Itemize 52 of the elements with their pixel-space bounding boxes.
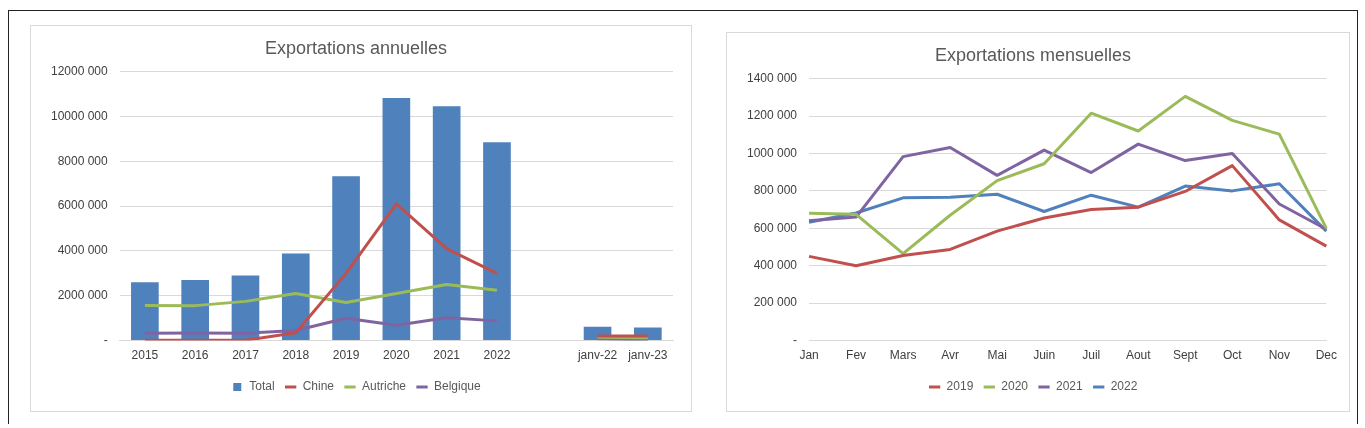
y-tick-label: 4000 000 [57, 243, 109, 258]
bar [332, 176, 360, 341]
x-tick-label: Mai [987, 348, 1007, 363]
y-tick-label: 6000 000 [57, 198, 109, 213]
legend-label: 2021 [1056, 379, 1084, 394]
chart-title: Exportations annuelles [264, 37, 448, 58]
legend-label: 2019 [946, 379, 974, 394]
x-tick-label: Mars [889, 348, 917, 363]
legend-label: Total [249, 379, 275, 394]
x-tick-label: Sept [1172, 348, 1199, 363]
y-tick-label: - [793, 332, 798, 347]
x-tick-label: 2016 [181, 348, 209, 363]
x-tick-label: Juil [1082, 348, 1101, 363]
bar [131, 282, 159, 341]
y-tick-label: 600 000 [753, 220, 798, 235]
x-tick-label: janv-22 [576, 348, 618, 363]
bar [432, 106, 461, 341]
legend-label: 2020 [1001, 379, 1029, 394]
x-tick-label: 2018 [282, 348, 310, 363]
y-tick-label: 12000 000 [50, 63, 109, 78]
x-tick-label: 2021 [433, 348, 461, 363]
legend-label: 2022 [1110, 379, 1138, 394]
x-tick-label: 2019 [332, 348, 360, 363]
y-tick-label: 8000 000 [57, 153, 109, 168]
y-tick-label: 10000 000 [50, 108, 109, 123]
y-tick-label: 1000 000 [746, 145, 798, 160]
bar [382, 98, 411, 341]
legend-label: Autriche [361, 379, 407, 394]
y-tick-label: 1200 000 [746, 108, 798, 123]
x-tick-label: 2015 [131, 348, 159, 363]
x-tick-label: Aout [1125, 348, 1152, 363]
y-tick-label: 200 000 [753, 295, 798, 310]
x-tick-label: Oct [1222, 348, 1243, 363]
x-tick-label: Avr [941, 348, 960, 363]
x-tick-label: 2017 [232, 348, 260, 363]
x-tick-label: janv-23 [627, 348, 668, 363]
y-tick-label: 1400 000 [746, 70, 798, 85]
bar [483, 142, 511, 341]
x-tick-label: Fev [846, 348, 867, 363]
x-tick-label: 2020 [383, 348, 411, 363]
x-tick-label: Jan [799, 348, 819, 363]
y-tick-label: 400 000 [753, 258, 798, 273]
x-tick-label: Juin [1033, 348, 1056, 363]
y-tick-label: 2000 000 [57, 288, 109, 303]
chart-title: Exportations mensuelles [934, 44, 1132, 65]
legend-label: Belgique [434, 379, 482, 394]
y-tick-label: 800 000 [753, 183, 798, 198]
x-tick-label: 2022 [483, 348, 511, 363]
x-tick-label: Dec [1315, 348, 1337, 363]
y-tick-label: - [103, 332, 108, 347]
x-tick-label: Nov [1268, 348, 1290, 363]
legend-label: Chine [302, 379, 335, 394]
